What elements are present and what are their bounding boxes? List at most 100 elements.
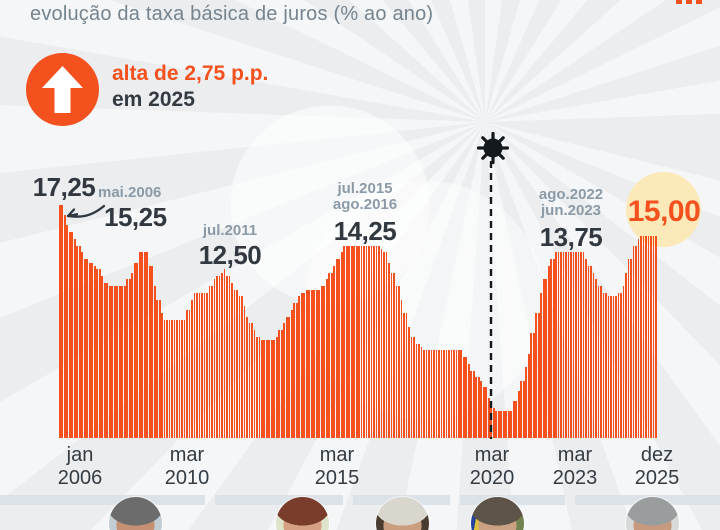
selic-bar xyxy=(98,269,101,438)
annotation-date-jul-2011: jul.2011 xyxy=(202,222,258,239)
selic-bar xyxy=(315,289,318,438)
lula-photo-2006-2010 xyxy=(108,497,162,530)
selic-bar xyxy=(517,390,520,438)
selic-bar xyxy=(492,407,495,438)
annotation-value-2006-peak: 17,25 xyxy=(32,172,96,202)
selic-bar xyxy=(243,306,246,438)
annotation-value-2015-2016: 14,25 xyxy=(333,216,397,246)
selic-bar xyxy=(540,292,543,438)
selic-bar xyxy=(530,333,533,438)
xaxis-month: dez xyxy=(640,444,674,466)
selic-bar xyxy=(460,350,463,438)
selic-bar xyxy=(138,252,141,438)
selic-bar xyxy=(300,292,303,438)
selic-bar xyxy=(505,411,508,438)
selic-bar xyxy=(572,252,575,438)
selic-bar xyxy=(477,377,480,438)
selic-bar xyxy=(178,319,181,438)
selic-bar xyxy=(151,265,154,438)
selic-bar xyxy=(425,350,428,438)
annotation-2022-2023: ago.2022 jun.2023 13,75 xyxy=(524,187,618,253)
selic-bar xyxy=(208,286,211,438)
selic-bar xyxy=(620,292,622,438)
selic-bar xyxy=(128,279,131,438)
selic-bar xyxy=(642,235,645,438)
selic-bar xyxy=(565,252,567,438)
selic-bar xyxy=(363,245,365,438)
selic-bar xyxy=(203,292,206,438)
selic-bar xyxy=(654,235,657,438)
selic-bar xyxy=(370,245,373,438)
selic-bar xyxy=(612,296,615,438)
temer-photo-2016-2018 xyxy=(375,497,429,530)
annotation-date-jun-2023: jun.2023 xyxy=(540,202,602,219)
selic-bar xyxy=(283,323,286,438)
selic-bar xyxy=(333,265,336,438)
selic-bar xyxy=(507,411,510,438)
selic-bar xyxy=(221,272,223,438)
selic-bar xyxy=(343,245,346,438)
annotation-value-jul-2011: 12,50 xyxy=(198,240,262,270)
selic-bar xyxy=(278,330,281,438)
selic-bar xyxy=(627,259,630,438)
xaxis-year: 2015 xyxy=(314,467,360,489)
selic-bar xyxy=(131,272,134,438)
selic-bar xyxy=(288,316,291,438)
selic-bar xyxy=(515,400,518,438)
xaxis-label-jan-2006: jan 2006 xyxy=(35,444,125,490)
selic-bar xyxy=(81,252,84,438)
selic-bar xyxy=(258,336,261,438)
selic-bar xyxy=(497,411,500,438)
xaxis-month: mar xyxy=(557,444,593,466)
selic-bar xyxy=(323,286,326,438)
selic-bar xyxy=(166,319,168,438)
selic-bar xyxy=(615,296,617,438)
selic-bar xyxy=(231,282,233,438)
selic-bar xyxy=(153,286,156,438)
selic-bar xyxy=(395,286,398,438)
xaxis-label-mar-2010: mar 2010 xyxy=(142,444,232,490)
selic-bar xyxy=(88,262,91,438)
bolsonaro-photo-2019-2022 xyxy=(470,497,524,530)
selic-bar xyxy=(213,279,216,438)
selic-bar xyxy=(500,411,503,438)
selic-bar xyxy=(201,292,203,438)
selic-bar xyxy=(305,289,308,438)
term-segment-2011-2014 xyxy=(215,495,343,505)
selic-bar xyxy=(133,262,136,438)
selic-bar xyxy=(455,350,458,438)
selic-bar xyxy=(567,252,570,438)
selic-bar xyxy=(270,340,273,438)
selic-bar xyxy=(585,259,587,438)
selic-bar xyxy=(113,286,116,438)
selic-bar xyxy=(373,245,375,438)
xaxis-label-dez-2025: dez 2025 xyxy=(612,444,702,490)
selic-bar xyxy=(413,336,415,438)
selic-bar xyxy=(637,238,640,438)
selic-bar xyxy=(121,286,124,438)
xaxis-month: jan xyxy=(66,444,94,466)
annotation-value-mai-2006: 15,25 xyxy=(104,202,167,232)
annotation-date-ago-2022: ago.2022 xyxy=(538,186,604,203)
selic-bar xyxy=(640,235,642,438)
selic-bar xyxy=(108,286,111,438)
selic-bar xyxy=(400,299,403,438)
selic-bar xyxy=(485,387,488,438)
term-segment-2006-2010 xyxy=(0,495,205,505)
selic-bar xyxy=(96,269,99,438)
selic-bar xyxy=(193,292,196,438)
selic-bar xyxy=(537,313,540,438)
selic-bar xyxy=(211,286,213,438)
selic-bar xyxy=(91,262,94,438)
dilma-photo-2011-2016 xyxy=(275,497,329,530)
selic-bar xyxy=(418,343,420,438)
selic-bar xyxy=(335,259,338,438)
selic-bar xyxy=(143,252,146,438)
selic-bar xyxy=(575,252,577,438)
selic-bar xyxy=(275,336,278,438)
badge-change-label: alta de 2,75 p.p. xyxy=(112,62,269,85)
selic-bar xyxy=(550,259,552,438)
selic-bar xyxy=(313,289,316,438)
selic-bar xyxy=(470,370,473,438)
